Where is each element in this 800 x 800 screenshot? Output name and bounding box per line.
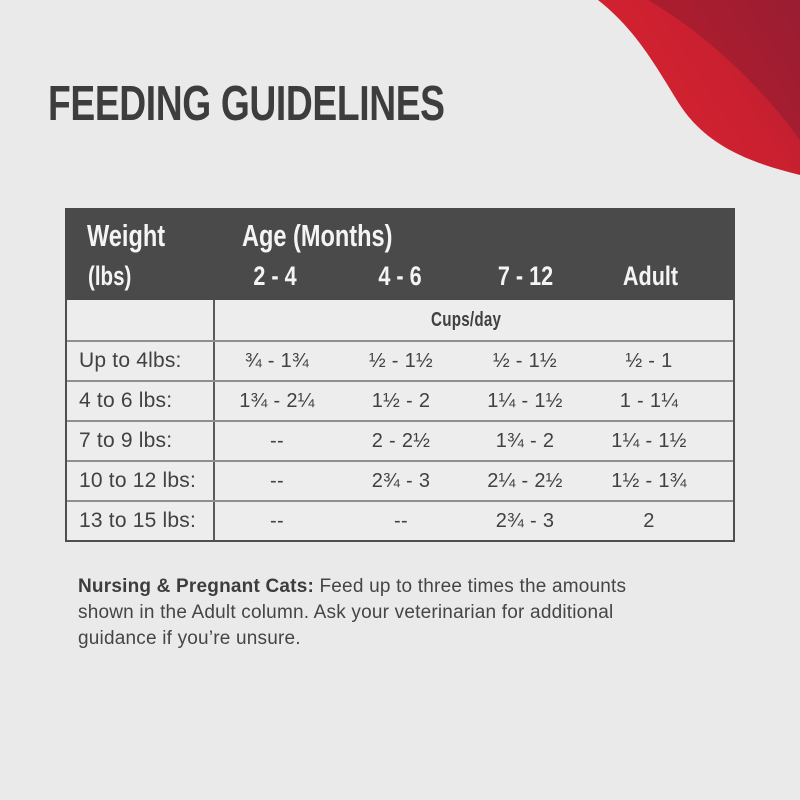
header-age-columns: 2 - 4 4 - 6 7 - 12 Adult: [213, 258, 735, 294]
value-cell: 2¾ - 3: [495, 509, 555, 532]
value-cell: 1¾ - 2¼: [239, 389, 315, 412]
value-cell: 2 - 2½: [371, 429, 431, 452]
table-body: Cups/day Up to 4lbs: ¾ - 1¾ ½ - 1½ ½ - 1…: [67, 300, 733, 540]
page-title: FEEDING GUIDELINES: [48, 76, 570, 132]
table-header: Weight (lbs) Age (Months) 2 - 4 4 - 6 7 …: [65, 208, 735, 300]
value-cell: ½ - 1½: [368, 349, 434, 372]
value-cell: 1¼ - 1½: [611, 429, 687, 452]
value-cell: --: [270, 469, 284, 492]
value-cell: 1¾ - 2: [495, 429, 555, 452]
dark-red-corner-shade: [648, 0, 800, 140]
note-line1: Feed up to three times the amounts: [314, 576, 627, 597]
value-cell: 1¼ - 1½: [487, 389, 563, 412]
weight-label: 13 to 15 lbs:: [79, 509, 197, 532]
value-cell: 2¼ - 2½: [487, 469, 563, 492]
feeding-table: Weight (lbs) Age (Months) 2 - 4 4 - 6 7 …: [65, 208, 735, 542]
units-row-empty-cell: [67, 300, 213, 340]
value-cell: ½ - 1½: [492, 349, 558, 372]
weight-label: 7 to 9 lbs:: [79, 429, 173, 452]
weight-label: 4 to 6 lbs:: [79, 389, 173, 412]
value-cell: ½ - 1: [625, 349, 673, 372]
nursing-pregnant-note: Nursing & Pregnant Cats: Feed up to thre…: [78, 574, 738, 652]
header-col-4-6: 4 - 6: [378, 260, 423, 291]
value-cell: 1½ - 2: [371, 389, 431, 412]
table-row: 7 to 9 lbs: -- 2 - 2½ 1¾ - 2 1¼ - 1½: [67, 420, 733, 460]
value-cell: 1½ - 1¾: [611, 469, 687, 492]
units-row: Cups/day: [67, 300, 733, 340]
header-col-7-12: 7 - 12: [497, 260, 554, 291]
note-line2: shown in the Adult column. Ask your vete…: [78, 602, 614, 623]
note-bold-lead: Nursing & Pregnant Cats:: [78, 576, 314, 597]
table-row: 13 to 15 lbs: -- -- 2¾ - 3 2: [67, 500, 733, 540]
value-cell: --: [270, 429, 284, 452]
header-col-2-4: 2 - 4: [253, 260, 298, 291]
weight-label: Up to 4lbs:: [79, 349, 182, 372]
header-age-months: Age (Months): [242, 218, 393, 253]
table-row: Up to 4lbs: ¾ - 1¾ ½ - 1½ ½ - 1½ ½ - 1: [67, 340, 733, 380]
value-cell: 2: [643, 509, 655, 532]
table-row: 10 to 12 lbs: -- 2¾ - 3 2¼ - 2½ 1½ - 1¾: [67, 460, 733, 500]
value-cell: --: [394, 509, 408, 532]
value-cell: --: [270, 509, 284, 532]
units-label: Cups/day: [430, 308, 502, 331]
weight-label: 10 to 12 lbs:: [79, 469, 197, 492]
note-line3: guidance if you’re unsure.: [78, 628, 301, 649]
header-weight-unit: (lbs): [88, 261, 132, 291]
table-row: 4 to 6 lbs: 1¾ - 2¼ 1½ - 2 1¼ - 1½ 1 - 1…: [67, 380, 733, 420]
header-weight: Weight: [87, 218, 166, 253]
value-cell: 2¾ - 3: [371, 469, 431, 492]
value-cell: 1 - 1¼: [619, 389, 679, 412]
value-cell: ¾ - 1¾: [244, 349, 310, 372]
page-title-text: FEEDING GUIDELINES: [48, 77, 445, 131]
header-col-adult: Adult: [622, 260, 679, 291]
